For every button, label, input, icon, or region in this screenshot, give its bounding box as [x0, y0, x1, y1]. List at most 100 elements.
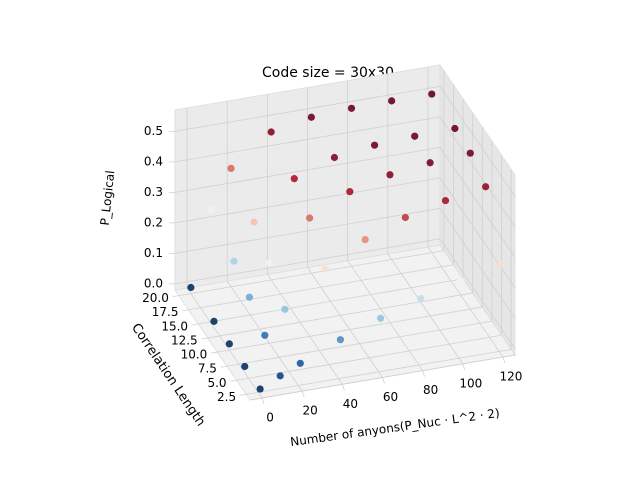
point	[441, 196, 450, 205]
grid-line	[439, 208, 516, 319]
point	[497, 260, 505, 268]
tick-mark	[220, 365, 227, 368]
point	[306, 214, 314, 222]
point	[250, 218, 258, 226]
point	[281, 305, 289, 313]
grid-line	[307, 267, 383, 378]
point	[261, 331, 269, 339]
point	[466, 149, 474, 157]
point	[227, 164, 235, 173]
point	[336, 336, 345, 344]
point	[296, 359, 304, 367]
grid-line	[267, 274, 343, 385]
tick-mark	[301, 391, 305, 398]
x-tick-label: 120	[500, 370, 523, 384]
grid-line	[186, 287, 263, 399]
y-tick-label: 7.5	[198, 362, 217, 376]
grid-line	[226, 320, 492, 367]
tick-mark	[240, 393, 247, 396]
point	[245, 293, 254, 301]
x-tick-label: 60	[383, 390, 398, 404]
point	[276, 372, 284, 380]
x-tick-label: 100	[459, 376, 482, 390]
point	[428, 90, 436, 98]
z-tick-label: 0.3	[144, 185, 163, 199]
y-tick-label: 10.0	[181, 348, 208, 362]
grid-line	[207, 292, 473, 339]
z-axis-title: P_Logical	[98, 170, 118, 226]
grid-line	[439, 116, 516, 228]
point	[330, 153, 339, 162]
point	[207, 206, 215, 214]
tick-mark	[502, 356, 506, 364]
point	[241, 362, 249, 371]
x-tick-label: 20	[303, 404, 318, 418]
point	[386, 171, 394, 179]
point	[347, 104, 356, 112]
tick-mark	[172, 295, 179, 298]
grid-line	[188, 264, 454, 311]
point	[388, 97, 396, 105]
point	[417, 295, 425, 303]
y-tick-label: 12.5	[171, 333, 198, 347]
point	[307, 113, 315, 121]
point	[411, 132, 419, 140]
point	[210, 317, 218, 325]
tick-mark	[341, 384, 345, 391]
grid-line	[174, 116, 441, 163]
tick-mark	[201, 337, 208, 340]
grid-line	[198, 278, 464, 325]
y-tick-label: 20.0	[142, 291, 169, 305]
point	[225, 340, 233, 348]
grid-line	[439, 147, 516, 258]
grid-line	[174, 146, 441, 193]
x-axis-title: Number of anyons(P_Nuc · L^2 · 2)	[289, 406, 500, 449]
y-tick-label: 15.0	[161, 319, 188, 333]
z-tick-label: 0.0	[144, 276, 163, 290]
point	[370, 141, 379, 149]
point	[290, 175, 298, 183]
grid-line	[174, 207, 441, 254]
tick-mark	[261, 397, 265, 405]
side-pane	[439, 63, 516, 357]
grid-line	[387, 253, 464, 365]
point	[451, 124, 459, 133]
x-axis	[249, 354, 516, 401]
z-tick-label: 0.5	[144, 124, 163, 138]
grid-line	[347, 260, 423, 371]
z-tick-label: 0.2	[144, 215, 163, 229]
z-tick-label: 0.1	[144, 246, 163, 260]
point	[230, 257, 238, 265]
point	[267, 128, 275, 136]
tick-mark	[182, 309, 189, 312]
point	[265, 259, 274, 267]
grid-line	[439, 238, 516, 350]
grid-line	[246, 348, 512, 395]
point	[482, 183, 490, 191]
tick-mark	[192, 323, 199, 326]
x-tick-label: 80	[423, 383, 438, 397]
y-tick-label: 5.0	[207, 376, 226, 390]
grid-line	[427, 246, 504, 358]
point	[426, 159, 434, 167]
chart-title: Code size = 30x30	[262, 65, 394, 81]
tick-mark	[230, 379, 237, 382]
point	[376, 314, 385, 322]
y-tick-label: 2.5	[217, 390, 236, 404]
z-tick-label: 0.4	[144, 154, 163, 168]
grid-line	[439, 177, 516, 289]
grid-line	[178, 250, 444, 297]
grid-line	[439, 86, 516, 197]
point	[361, 235, 369, 244]
grid-line	[174, 238, 441, 285]
y-tick-label: 17.5	[152, 305, 179, 319]
grid-line	[174, 85, 441, 132]
point	[187, 283, 195, 292]
tick-mark	[382, 377, 385, 384]
point	[401, 213, 409, 222]
tick-mark	[462, 363, 466, 370]
point	[321, 265, 329, 273]
grid-line	[217, 306, 483, 353]
grid-line	[174, 177, 441, 224]
point	[256, 385, 264, 393]
